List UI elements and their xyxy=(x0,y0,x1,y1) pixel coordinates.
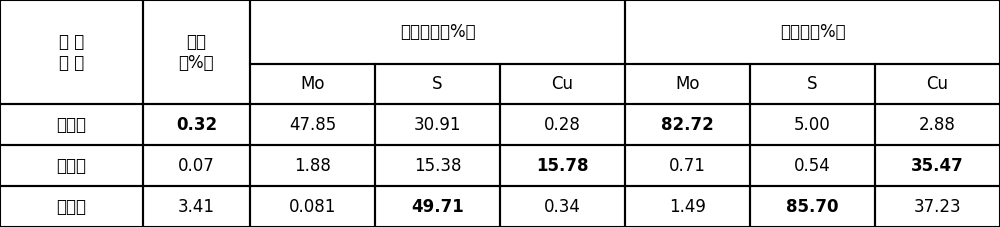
Bar xyxy=(875,145,1000,186)
Text: 30.91: 30.91 xyxy=(414,116,461,134)
Bar xyxy=(0,0,143,104)
Bar xyxy=(750,64,875,104)
Bar xyxy=(143,145,250,186)
Bar xyxy=(250,104,375,145)
Text: 37.23: 37.23 xyxy=(914,197,961,216)
Bar xyxy=(0,145,143,186)
Bar xyxy=(375,64,500,104)
Bar xyxy=(250,145,375,186)
Text: 49.71: 49.71 xyxy=(411,197,464,216)
Text: Cu: Cu xyxy=(926,75,948,93)
Text: 0.34: 0.34 xyxy=(544,197,581,216)
Text: 47.85: 47.85 xyxy=(289,116,336,134)
Bar xyxy=(250,186,375,227)
Bar xyxy=(625,0,1000,64)
Bar xyxy=(375,145,500,186)
Text: 0.07: 0.07 xyxy=(178,157,215,175)
Bar xyxy=(375,104,500,145)
Text: 硫精矿: 硫精矿 xyxy=(56,197,86,216)
Text: 3.41: 3.41 xyxy=(178,197,215,216)
Text: Cu: Cu xyxy=(552,75,574,93)
Bar xyxy=(750,145,875,186)
Bar xyxy=(625,186,750,227)
Bar xyxy=(143,104,250,145)
Bar xyxy=(500,64,625,104)
Bar xyxy=(250,64,375,104)
Text: 82.72: 82.72 xyxy=(661,116,714,134)
Bar xyxy=(625,145,750,186)
Bar xyxy=(875,186,1000,227)
Text: 0.28: 0.28 xyxy=(544,116,581,134)
Bar xyxy=(500,186,625,227)
Bar xyxy=(500,145,625,186)
Bar xyxy=(0,186,143,227)
Text: 15.38: 15.38 xyxy=(414,157,461,175)
Text: 元素含量（%）: 元素含量（%） xyxy=(400,23,475,41)
Bar xyxy=(625,104,750,145)
Text: 0.54: 0.54 xyxy=(794,157,831,175)
Bar xyxy=(250,0,625,64)
Text: 产 品
名 称: 产 品 名 称 xyxy=(59,33,84,72)
Text: S: S xyxy=(807,75,818,93)
Bar xyxy=(750,186,875,227)
Text: 回收率（%）: 回收率（%） xyxy=(780,23,845,41)
Text: 0.32: 0.32 xyxy=(176,116,217,134)
Bar xyxy=(143,0,250,104)
Bar xyxy=(375,186,500,227)
Bar xyxy=(875,104,1000,145)
Text: Mo: Mo xyxy=(300,75,325,93)
Text: 15.78: 15.78 xyxy=(536,157,589,175)
Text: 0.71: 0.71 xyxy=(669,157,706,175)
Text: 2.88: 2.88 xyxy=(919,116,956,134)
Text: 35.47: 35.47 xyxy=(911,157,964,175)
Bar xyxy=(0,104,143,145)
Bar xyxy=(750,104,875,145)
Text: 1.88: 1.88 xyxy=(294,157,331,175)
Bar xyxy=(500,104,625,145)
Text: 0.081: 0.081 xyxy=(289,197,336,216)
Text: 钼精矿: 钼精矿 xyxy=(56,116,86,134)
Bar xyxy=(875,64,1000,104)
Text: 1.49: 1.49 xyxy=(669,197,706,216)
Text: Mo: Mo xyxy=(675,75,700,93)
Bar xyxy=(143,186,250,227)
Text: 5.00: 5.00 xyxy=(794,116,831,134)
Text: S: S xyxy=(432,75,443,93)
Text: 产率
（%）: 产率 （%） xyxy=(179,33,214,72)
Text: 85.70: 85.70 xyxy=(786,197,839,216)
Bar xyxy=(625,64,750,104)
Text: 铜精矿: 铜精矿 xyxy=(56,157,86,175)
